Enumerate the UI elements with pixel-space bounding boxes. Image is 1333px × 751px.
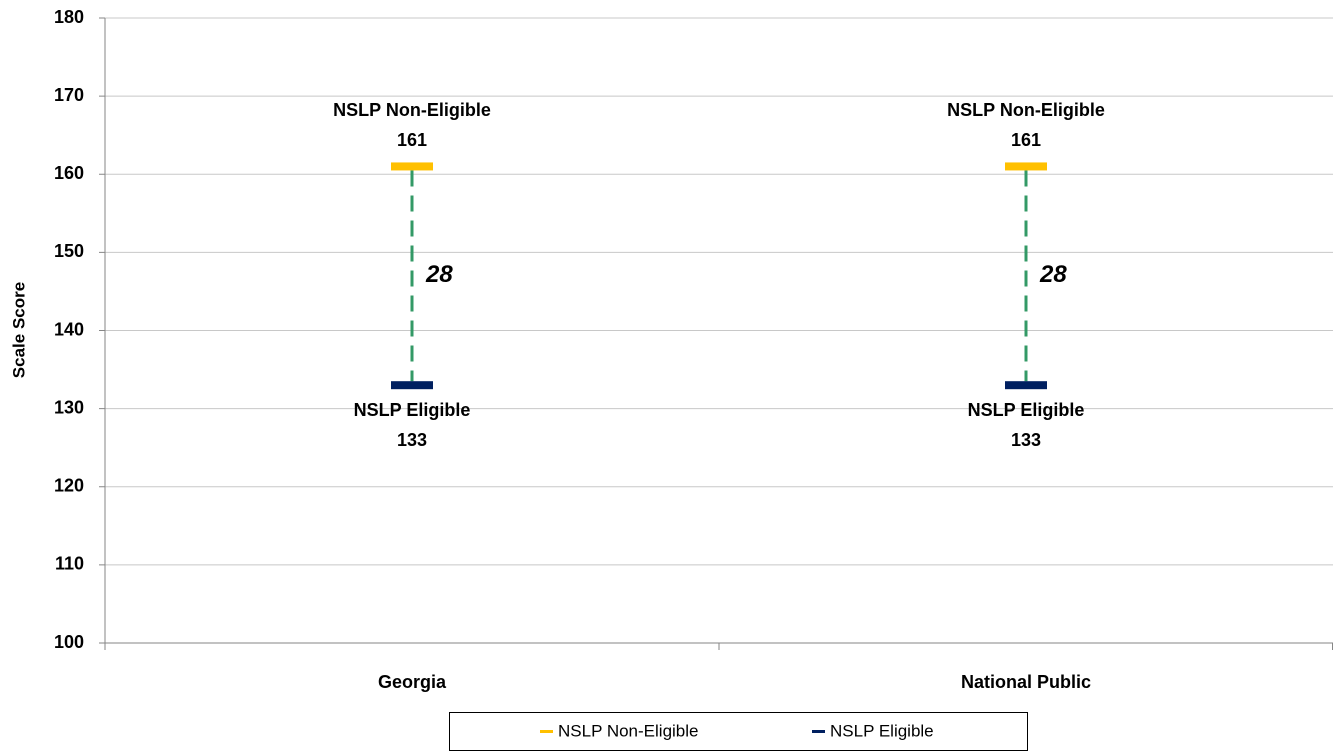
marker	[1005, 162, 1047, 171]
series-label: NSLP Eligible	[968, 400, 1085, 420]
x-tick-label: Georgia	[378, 672, 447, 692]
y-tick-label: 110	[55, 554, 84, 574]
series-label: NSLP Non-Eligible	[947, 100, 1105, 120]
marker	[1005, 381, 1047, 390]
marker	[391, 162, 433, 171]
gap-label: 28	[1039, 261, 1067, 288]
y-tick-label: 130	[54, 397, 84, 417]
legend-swatch	[540, 730, 553, 733]
legend-label: NSLP Eligible	[830, 721, 934, 740]
gap-label: 28	[425, 261, 453, 288]
y-tick-label: 160	[54, 163, 84, 183]
value-label: 133	[397, 430, 427, 450]
y-tick-label: 120	[54, 476, 84, 496]
y-tick-label: 140	[54, 319, 84, 339]
y-tick-label: 100	[54, 632, 84, 652]
series-label: NSLP Eligible	[354, 400, 471, 420]
legend-swatch	[812, 730, 825, 733]
legend-box	[449, 712, 1028, 751]
y-axis-label: Scale Score	[9, 282, 28, 378]
x-tick-label: National Public	[961, 672, 1091, 692]
y-tick-label: 180	[54, 7, 84, 27]
marker	[391, 381, 433, 390]
series-label: NSLP Non-Eligible	[333, 100, 491, 120]
y-tick-label: 170	[54, 85, 84, 105]
legend-label: NSLP Non-Eligible	[558, 721, 698, 740]
y-tick-label: 150	[54, 241, 84, 261]
value-label: 161	[1011, 130, 1041, 150]
value-label: 133	[1011, 430, 1041, 450]
value-label: 161	[397, 130, 427, 150]
